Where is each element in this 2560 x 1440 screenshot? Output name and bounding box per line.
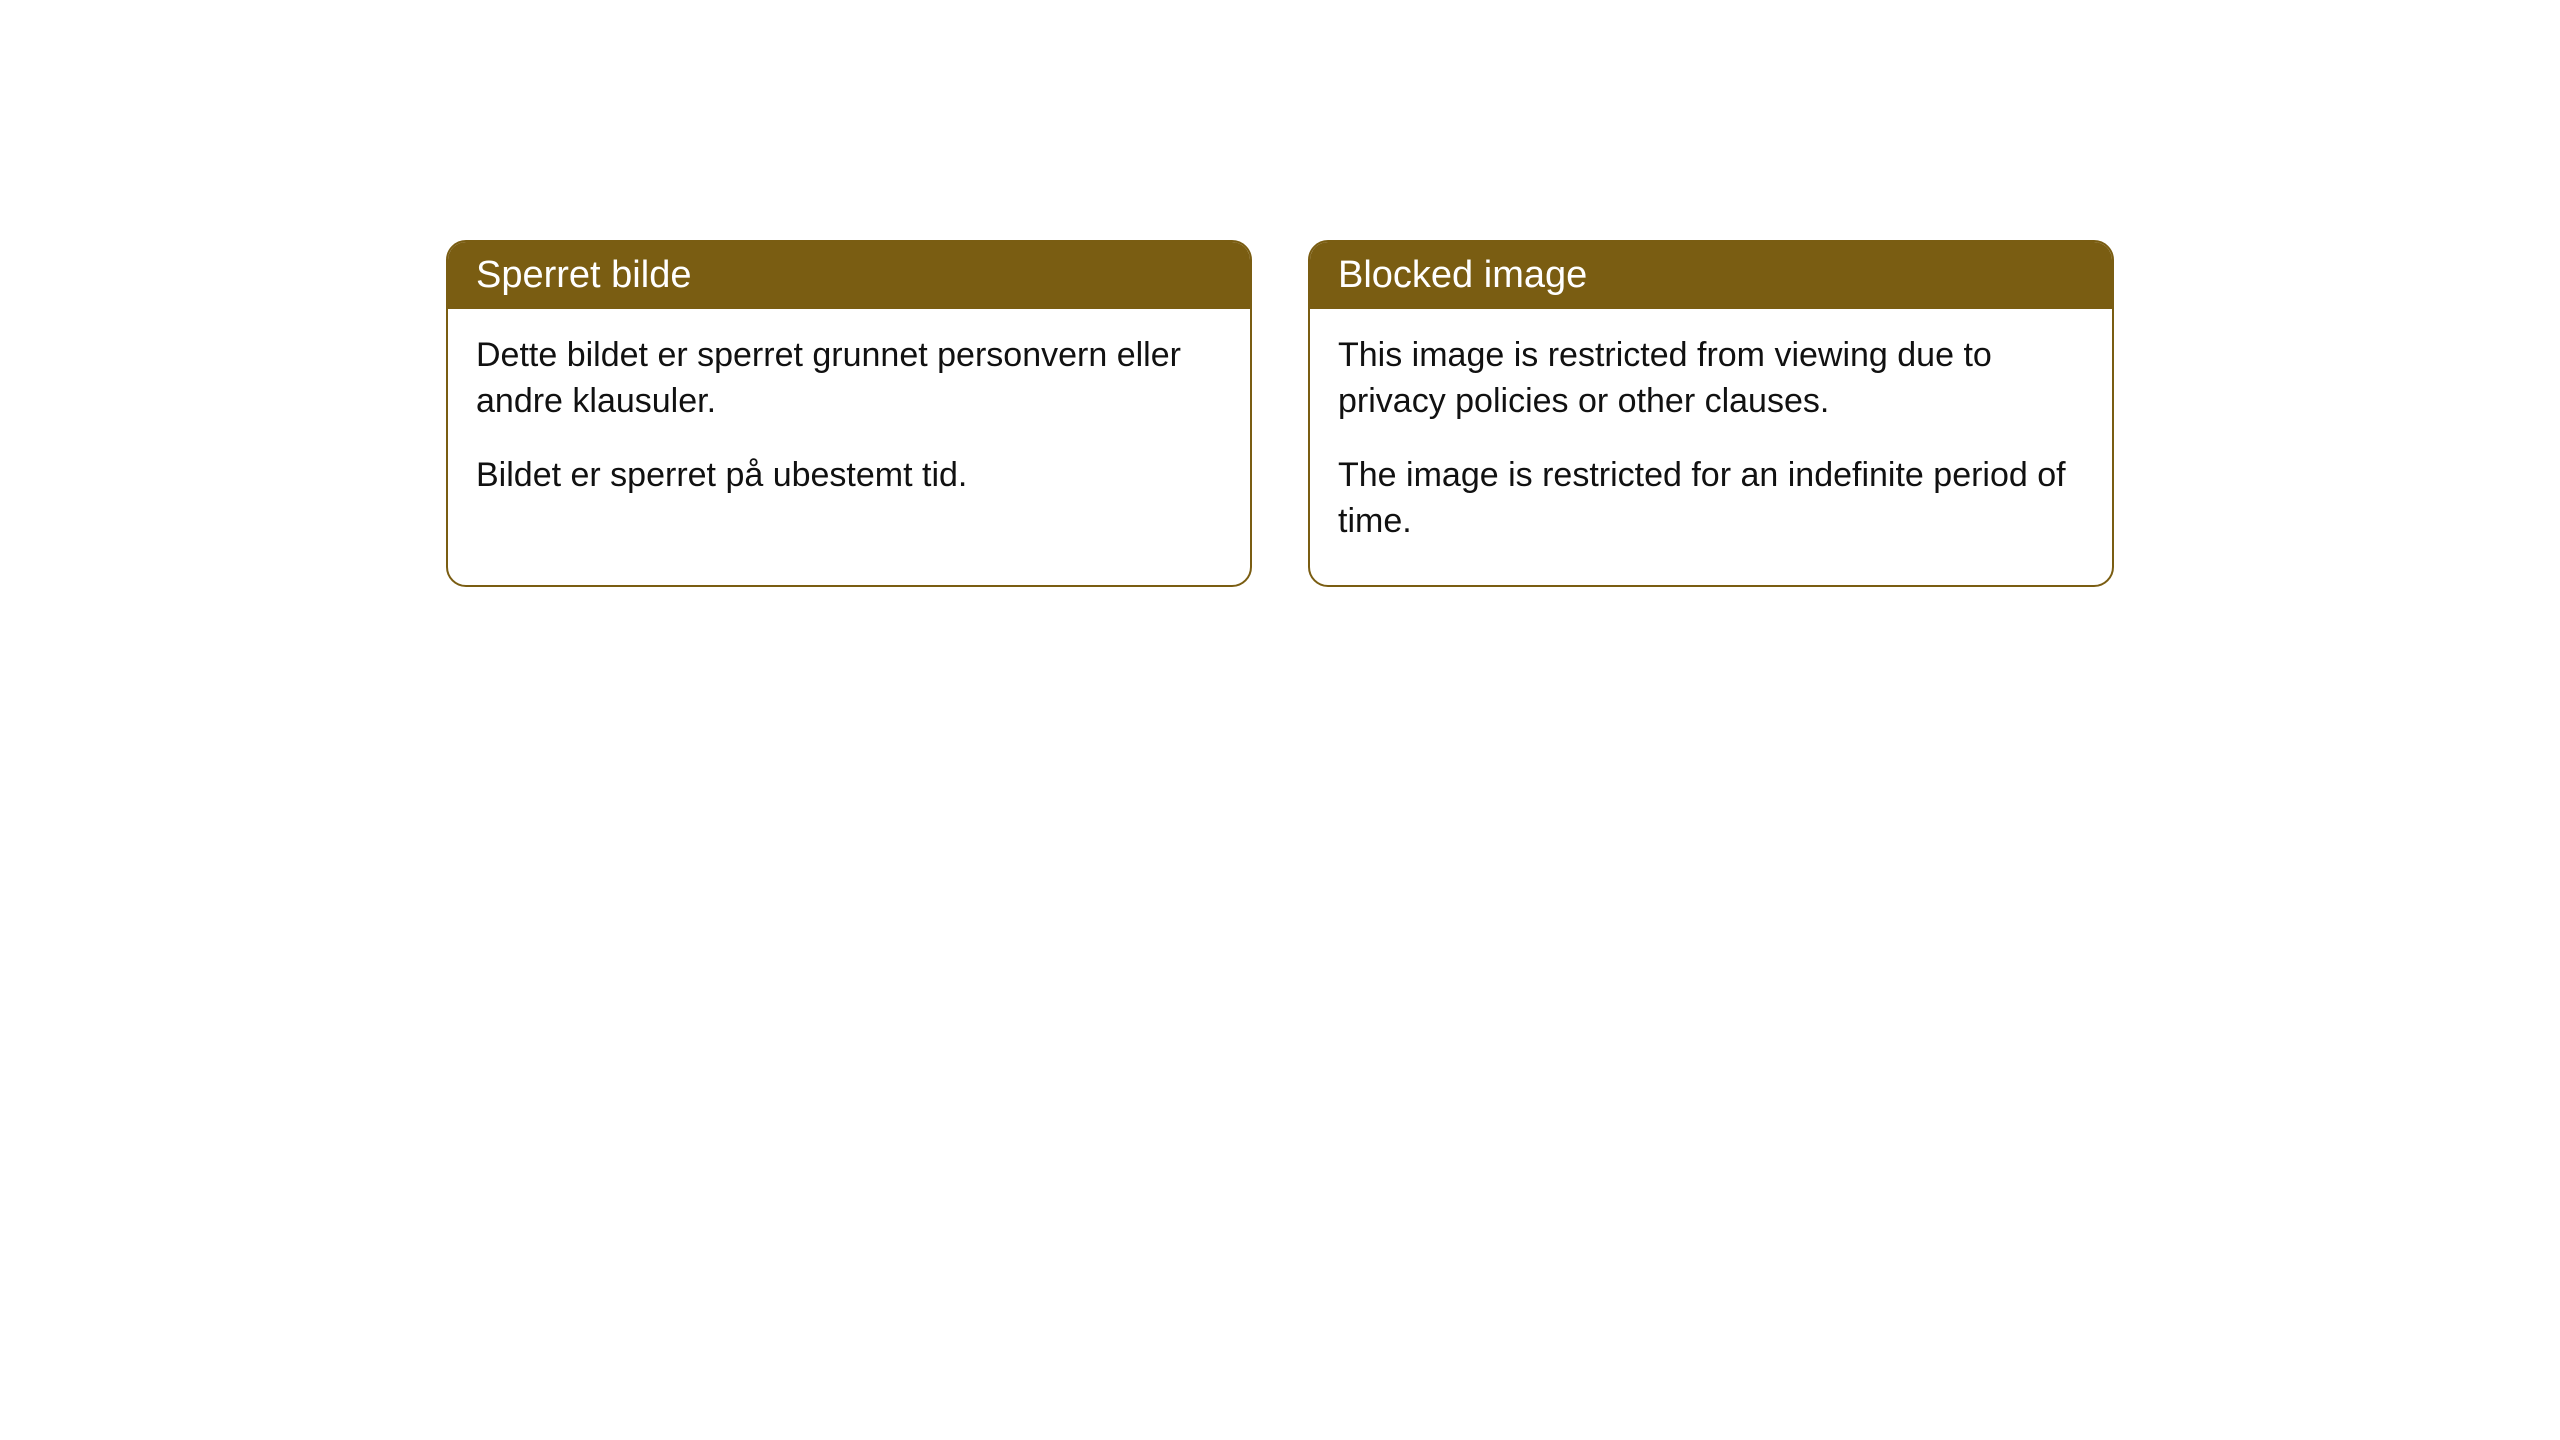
card-paragraph-2-norwegian: Bildet er sperret på ubestemt tid. [476, 453, 1222, 499]
card-body-norwegian: Dette bildet er sperret grunnet personve… [448, 309, 1250, 539]
card-paragraph-1-norwegian: Dette bildet er sperret grunnet personve… [476, 333, 1222, 425]
card-body-english: This image is restricted from viewing du… [1310, 309, 2112, 585]
card-title-norwegian: Sperret bilde [476, 254, 691, 296]
card-paragraph-1-english: This image is restricted from viewing du… [1338, 333, 2084, 425]
notice-container: Sperret bilde Dette bildet er sperret gr… [0, 240, 2560, 587]
card-header-english: Blocked image [1310, 242, 2112, 309]
notice-card-english: Blocked image This image is restricted f… [1308, 240, 2114, 587]
card-header-norwegian: Sperret bilde [448, 242, 1250, 309]
notice-card-norwegian: Sperret bilde Dette bildet er sperret gr… [446, 240, 1252, 587]
card-title-english: Blocked image [1338, 254, 1587, 296]
card-paragraph-2-english: The image is restricted for an indefinit… [1338, 453, 2084, 545]
